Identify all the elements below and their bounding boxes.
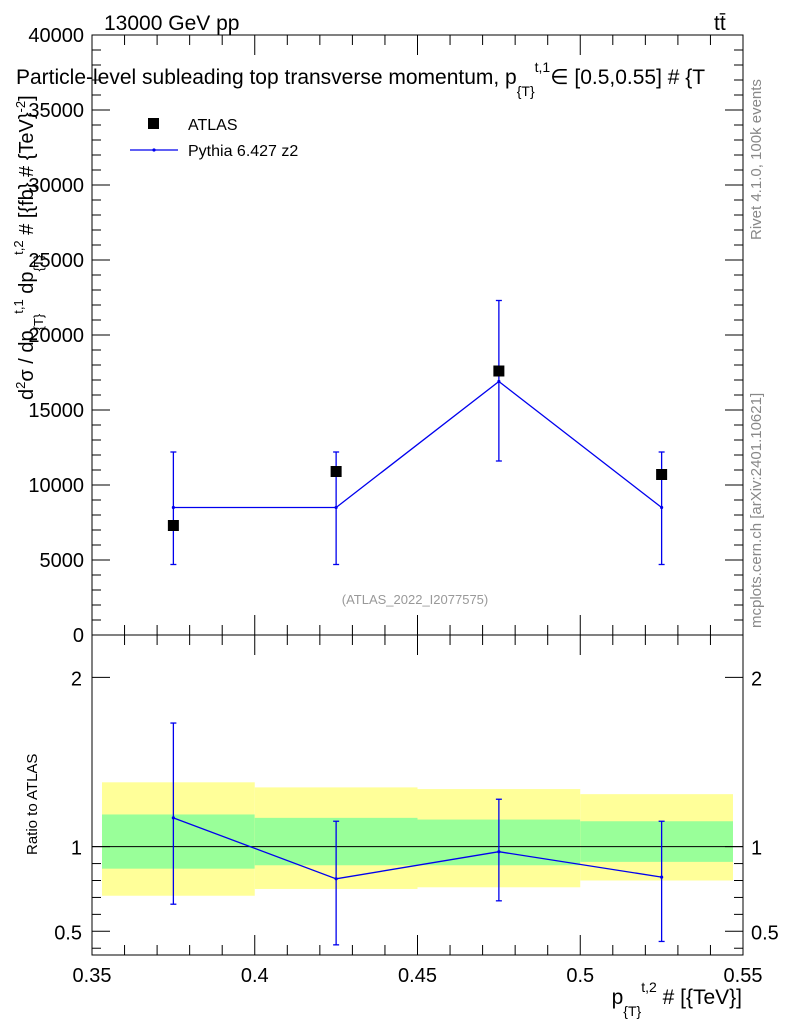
pythia-point bbox=[171, 505, 175, 510]
legend-pythia-label: Pythia 6.427 z2 bbox=[188, 143, 298, 160]
ratio-y-tick-label-right: 2 bbox=[751, 668, 762, 690]
ratio-axis-ticks: 0.5 0.5 1 1 2 2 0.35 0.4 0.45 0.5 0.55 bbox=[54, 635, 779, 987]
main-y-tick-label: 40000 bbox=[28, 25, 84, 47]
atlas-point bbox=[330, 466, 342, 477]
legend-pythia-marker bbox=[152, 148, 156, 152]
x-tick-label: 0.45 bbox=[398, 965, 437, 987]
ratio-y-tick-label-left: 2 bbox=[71, 668, 82, 690]
atlas-point bbox=[493, 365, 505, 377]
process-label: tt̄ bbox=[714, 12, 726, 35]
plot-title: Particle-level subleading top transverse… bbox=[16, 59, 705, 99]
ratio-y-tick-label-right: 1 bbox=[751, 838, 762, 860]
ratio-y-tick-label-right: 0.5 bbox=[751, 922, 779, 944]
ratio-point bbox=[171, 816, 175, 820]
x-tick-label: 0.35 bbox=[73, 965, 112, 987]
main-axis-ticks: 0 5000 10000 15000 20000 25000 30000 35000 40000 bbox=[28, 25, 744, 647]
pythia-series bbox=[170, 299, 665, 566]
title-sub: {T} bbox=[517, 83, 535, 99]
ratio-point bbox=[334, 877, 338, 881]
analysis-watermark: (ATLAS_2022_I2077575) bbox=[342, 592, 488, 607]
x-tick-label: 0.55 bbox=[724, 965, 763, 987]
ratio-point bbox=[497, 850, 501, 854]
main-y-tick-label: 0 bbox=[73, 625, 84, 647]
legend-atlas-marker bbox=[148, 118, 159, 129]
main-y-tick-label: 20000 bbox=[28, 325, 84, 347]
main-y-tick-label: 5000 bbox=[40, 550, 85, 572]
ratio-series bbox=[170, 722, 665, 946]
pythia-line bbox=[173, 380, 663, 509]
ratio-point bbox=[660, 875, 664, 879]
main-y-tick-label: 10000 bbox=[28, 475, 84, 497]
ratio-band-inner bbox=[102, 814, 255, 869]
ratio-y-tick-label-left: 1 bbox=[71, 838, 82, 860]
pythia-point bbox=[497, 379, 501, 384]
ratio-band-inner bbox=[580, 821, 733, 862]
mcplots-text: mcplots.cern.ch [arXiv:2401.10621] bbox=[748, 393, 765, 628]
main-y-axis-label: d2σ / dp{T}t,1 dp{T}t,2 # [{fb} # {TeV}-… bbox=[11, 95, 46, 400]
legend-atlas-label: ATLAS bbox=[188, 117, 238, 134]
main-y-tick-label: 35000 bbox=[28, 100, 84, 122]
main-y-tick-label: 15000 bbox=[28, 400, 84, 422]
x-tick-label: 0.5 bbox=[566, 965, 594, 987]
energy-label: 13000 GeV pp bbox=[104, 12, 239, 35]
pythia-point bbox=[660, 505, 664, 510]
ratio-y-axis-label: Ratio to ATLAS bbox=[24, 754, 41, 855]
ratio-y-tick-label-left: 0.5 bbox=[54, 922, 82, 944]
title-tail: ∈ [0.5,0.55] # {T bbox=[550, 66, 705, 89]
main-y-tick-label: 25000 bbox=[28, 250, 84, 272]
main-y-tick-label: 30000 bbox=[28, 175, 84, 197]
ratio-uncertainty-bands bbox=[102, 782, 733, 896]
atlas-point bbox=[656, 469, 668, 480]
pythia-point bbox=[334, 505, 338, 510]
ratio-line bbox=[173, 817, 662, 880]
title-main: Particle-level subleading top transverse… bbox=[16, 66, 517, 89]
x-axis-label: p{T}t,2 # [{TeV}] bbox=[612, 979, 742, 1019]
rivet-version-text: Rivet 4.1.0, 100k events bbox=[748, 79, 765, 240]
atlas-series bbox=[167, 365, 668, 531]
atlas-point bbox=[167, 520, 179, 531]
x-tick-label: 0.4 bbox=[241, 965, 269, 987]
title-sup: t,1 bbox=[535, 59, 551, 75]
